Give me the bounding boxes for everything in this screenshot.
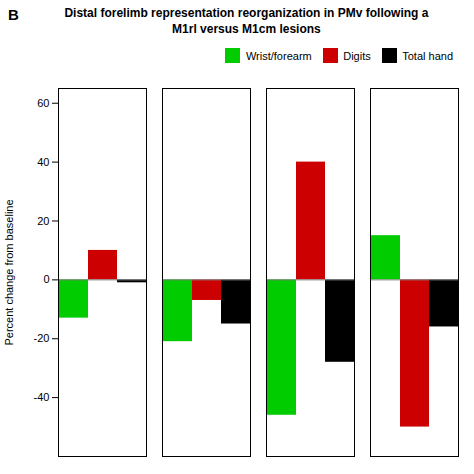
html-text:Total hand: Total hand <box>402 49 453 62</box>
svg-text:60: 60 <box>37 96 49 108</box>
svg-text:0: 0 <box>43 273 49 285</box>
svg-text:40: 40 <box>37 155 49 167</box>
svg-text:-40: -40 <box>34 391 50 403</box>
svg-text:20: 20 <box>37 214 49 226</box>
html-text:Digits: Digits <box>343 49 371 62</box>
svg-text:Percent change from baseline: Percent change from baseline <box>3 199 15 345</box>
html-text:B: B <box>8 6 19 23</box>
html-text:Wrist/forearm: Wrist/forearm <box>245 49 312 62</box>
html-text:Distal forelimb representation: Distal forelimb representation reorganiz… <box>64 6 429 36</box>
svg-text:-20: -20 <box>34 332 50 344</box>
